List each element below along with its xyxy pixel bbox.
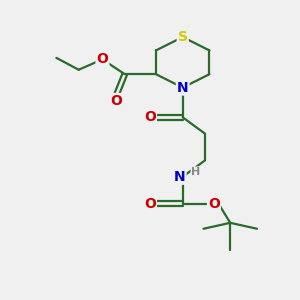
Text: O: O	[208, 196, 220, 211]
Text: H: H	[191, 167, 201, 177]
Text: N: N	[174, 170, 185, 184]
Text: S: S	[178, 30, 188, 44]
Text: O: O	[144, 110, 156, 124]
Text: O: O	[97, 52, 108, 66]
Text: O: O	[144, 196, 156, 211]
Text: N: N	[177, 81, 188, 94]
Text: O: O	[110, 94, 122, 108]
